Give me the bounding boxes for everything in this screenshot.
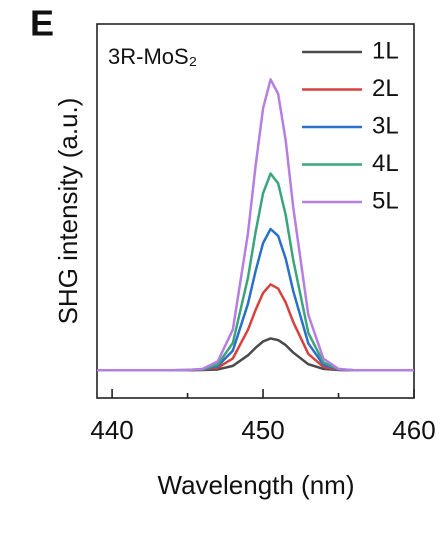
legend-label: 3L [372,112,399,139]
panel-label: E [30,3,54,44]
x-tick-label: 460 [392,415,435,445]
series-line [97,337,414,372]
x-axis-label: Wavelength (nm) [158,470,355,500]
legend-label: 5L [372,187,399,214]
series-line [97,283,414,372]
x-tick-label: 450 [241,415,284,445]
y-axis-label: SHG intensity (a.u.) [53,98,83,325]
x-tick-label: 440 [90,415,133,445]
plot-frame [96,23,415,399]
legend-label: 2L [372,75,399,102]
legend-label: 4L [372,150,399,177]
annotation: 3R-MoS₂ [108,44,197,69]
legend-label: 1L [372,37,399,64]
series-line [97,78,414,372]
